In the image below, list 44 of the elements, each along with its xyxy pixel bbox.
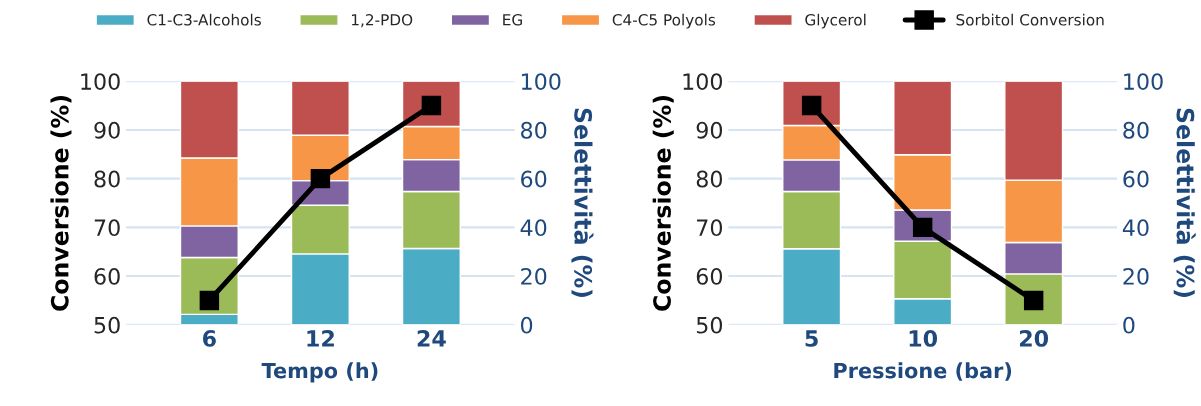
y2-axis-title: Selettività (%) <box>1173 108 1196 297</box>
legend-label: Glycerol <box>805 13 866 29</box>
y2-tick-label: 0 <box>1123 316 1135 334</box>
y2-tick-label: 80 <box>521 121 547 139</box>
y2-tick-label: 100 <box>521 73 561 90</box>
x-tick-label: 5 <box>805 330 818 347</box>
x-tick-label: 10 <box>909 330 938 347</box>
y-axis-title: Conversione (%) <box>50 96 72 311</box>
x-axis-title: Tempo (h) <box>261 362 378 383</box>
legend-label: C1-C3-Alcohols <box>147 13 261 26</box>
y2-tick-label: 0 <box>520 316 533 334</box>
y-tick-label: 100 <box>683 73 723 90</box>
legend-label: 1,2-PDO <box>351 14 413 28</box>
y-tick-label: 60 <box>696 268 723 285</box>
legend-label: Sorbitol Conversion <box>956 13 1104 26</box>
x-tick-label: 24 <box>417 330 446 347</box>
y-tick-label: 80 <box>696 170 723 188</box>
y2-tick-label: 40 <box>520 219 547 237</box>
y-tick-label: 80 <box>94 170 120 188</box>
y-tick-label: 100 <box>81 73 120 90</box>
y2-tick-label: 20 <box>521 268 547 285</box>
y-tick-label: 50 <box>696 316 723 334</box>
y-axis-title: Conversione (%) <box>652 96 674 311</box>
x-tick-label: 12 <box>307 330 334 347</box>
y2-tick-label: 60 <box>1123 170 1149 188</box>
y-tick-label: 70 <box>94 219 120 237</box>
x-axis-title: Pressione (bar) <box>834 362 1012 381</box>
y2-tick-label: 40 <box>1122 219 1149 237</box>
y2-tick-label: 80 <box>1123 121 1149 139</box>
y-tick-label: 70 <box>697 219 723 237</box>
y2-tick-label: 20 <box>1123 268 1149 285</box>
x-tick-label: 6 <box>203 330 216 347</box>
y-tick-label: 50 <box>94 316 120 334</box>
legend-label: C4-C5 Polyols <box>612 13 716 29</box>
y2-tick-label: 60 <box>521 170 547 188</box>
point <box>199 290 220 311</box>
legend-label: EG <box>503 14 522 26</box>
y-tick-label: 60 <box>94 268 120 285</box>
y2-tick-label: 100 <box>1124 73 1163 90</box>
y-tick-label: 90 <box>696 121 723 139</box>
x-tick-label: 20 <box>1019 330 1049 347</box>
y2-axis-title: Selettività (%) <box>571 108 594 297</box>
point <box>310 168 331 189</box>
y-tick-label: 90 <box>94 121 120 139</box>
